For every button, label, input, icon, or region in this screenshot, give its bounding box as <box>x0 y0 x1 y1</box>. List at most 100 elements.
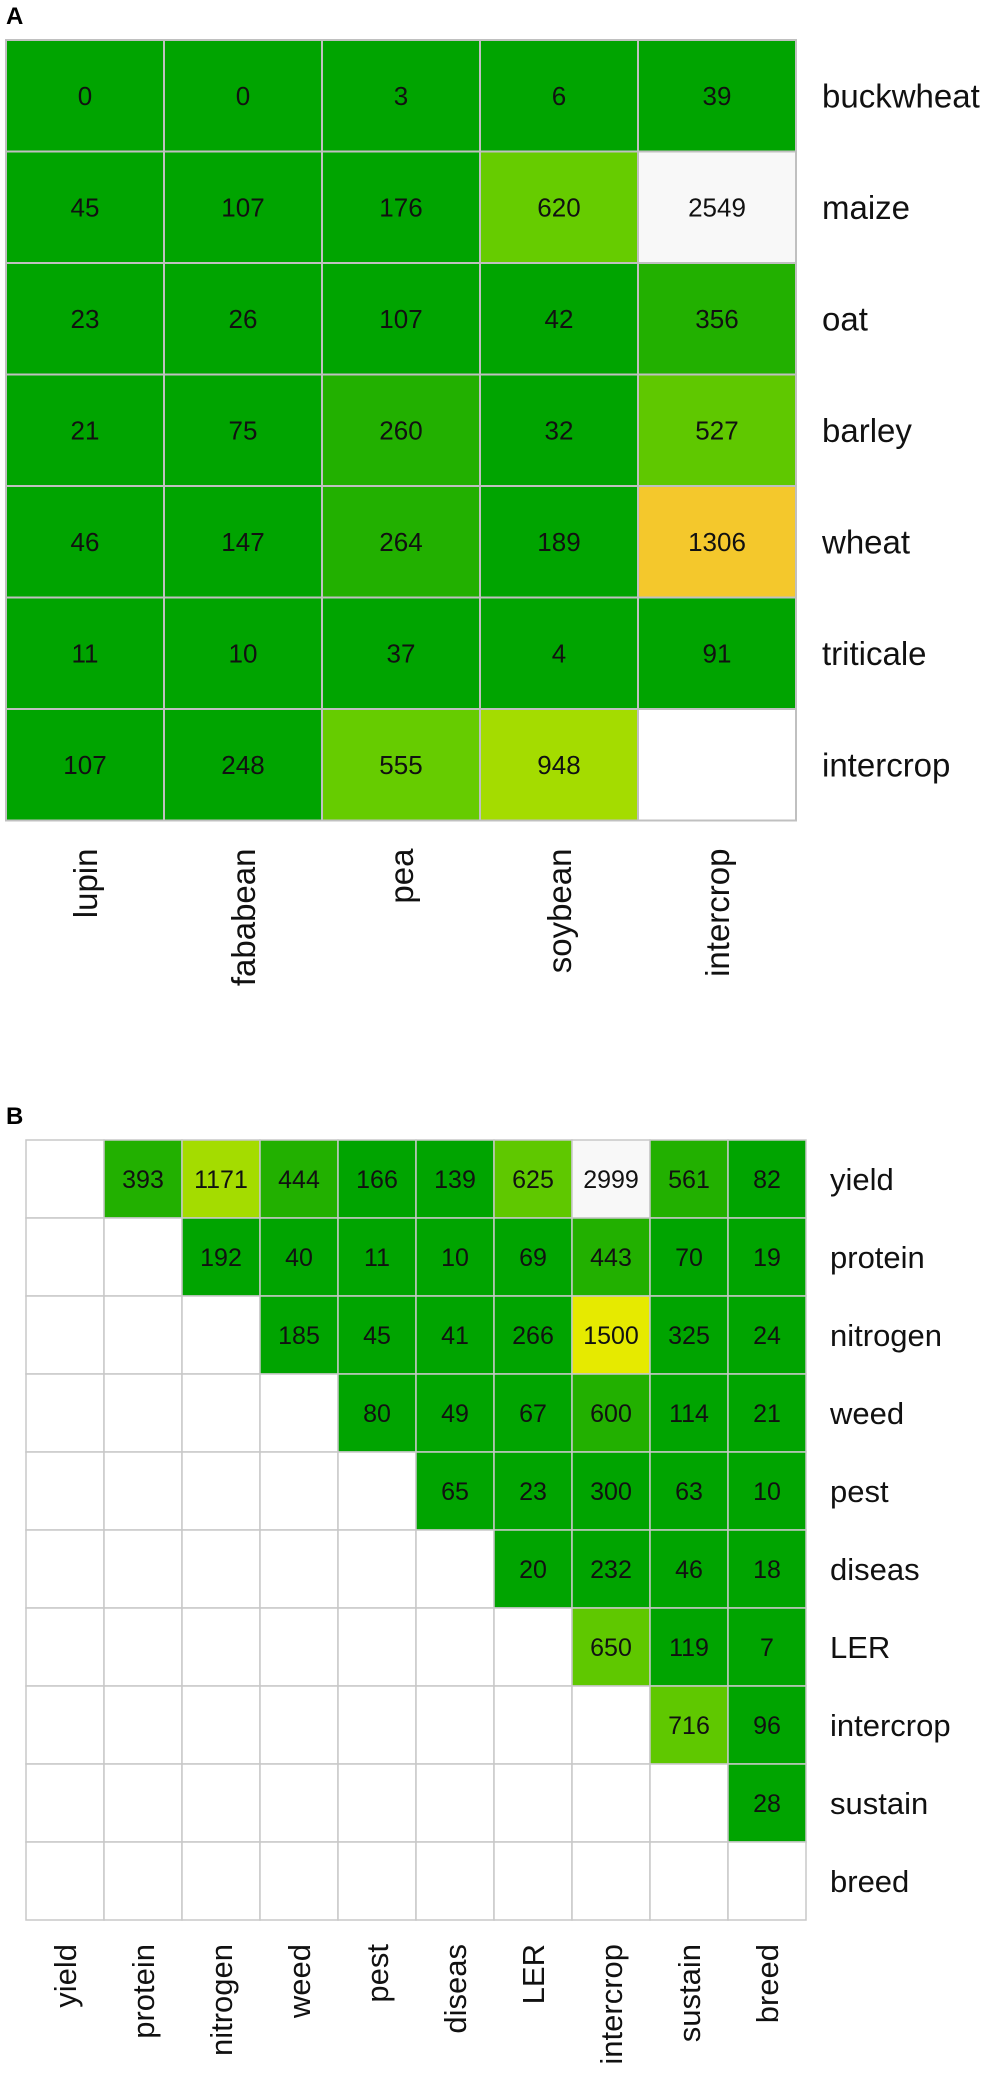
heatmap-cell <box>25 1373 105 1453</box>
cell-value: 716 <box>668 1712 710 1740</box>
cell-value: 107 <box>63 750 106 780</box>
cell-value: 147 <box>221 527 264 557</box>
heatmap-cell <box>103 1685 183 1765</box>
cell-value: 264 <box>379 527 422 557</box>
heatmap-cell <box>259 1763 339 1843</box>
heatmap-cell <box>649 1685 729 1765</box>
cell-value: 139 <box>434 1166 476 1194</box>
heatmap-cell <box>649 1529 729 1609</box>
column-label: protein <box>126 1944 161 2039</box>
column-label: nitrogen <box>204 1944 239 2056</box>
panel-b-label: B <box>6 1103 23 1130</box>
heatmap-cell <box>637 150 797 264</box>
heatmap-cell <box>337 1451 417 1531</box>
cell-value: 232 <box>590 1556 632 1584</box>
heatmap-cell <box>415 1139 495 1219</box>
row-label: yield <box>830 1162 894 1197</box>
heatmap-a: 0 0 3 6 39 45 107 176 620 2549 23 26 107 42 356 21 75 260… <box>5 39 980 986</box>
cell-value: 3 <box>394 81 408 111</box>
heatmap-cell <box>571 1295 651 1375</box>
cell-value: 119 <box>669 1634 709 1662</box>
cell-value: 10 <box>229 638 258 668</box>
heatmap-cell <box>25 1607 105 1687</box>
cell-value: 46 <box>675 1556 703 1584</box>
cell-value: 21 <box>71 415 100 445</box>
heatmap-cell <box>103 1373 183 1453</box>
heatmap-cell <box>321 150 481 264</box>
heatmap-cell <box>337 1763 417 1843</box>
heatmap-cell <box>103 1295 183 1375</box>
heatmap-cell <box>181 1295 261 1375</box>
cell-value: 40 <box>285 1244 313 1272</box>
cell-value: 39 <box>703 81 732 111</box>
cell-value: 189 <box>537 527 580 557</box>
cell-value: 91 <box>703 638 732 668</box>
heatmap-cell <box>637 485 797 599</box>
row-label: nitrogen <box>830 1318 942 1353</box>
cell-value: 625 <box>512 1166 554 1194</box>
row-label: triticale <box>822 635 927 672</box>
heatmap-cell <box>649 1217 729 1297</box>
cell-value: 356 <box>695 304 738 334</box>
heatmap-cell <box>259 1529 339 1609</box>
column-label: intercrop <box>594 1944 629 2065</box>
cell-value: 1171 <box>194 1166 248 1194</box>
cell-value: 393 <box>122 1166 164 1194</box>
heatmap-cell <box>25 1139 105 1219</box>
column-label: pest <box>360 1944 395 2003</box>
column-label: diseas <box>438 1944 473 2034</box>
cell-value: 45 <box>363 1322 391 1350</box>
heatmap-cell <box>649 1451 729 1531</box>
heatmap-cell <box>321 39 481 153</box>
heatmap-cell <box>103 1529 183 1609</box>
heatmap-cell <box>727 1451 807 1531</box>
cell-value: 561 <box>668 1166 710 1194</box>
column-label: pea <box>383 848 420 904</box>
heatmap-cell <box>337 1607 417 1687</box>
heatmap-cell <box>181 1373 261 1453</box>
heatmap-cell <box>727 1373 807 1453</box>
cell-value: 0 <box>78 81 92 111</box>
heatmap-cell <box>571 1685 651 1765</box>
heatmap-cell <box>5 373 165 487</box>
column-label: lupin <box>67 849 104 919</box>
heatmap-cell <box>181 1529 261 1609</box>
heatmap-cell <box>181 1841 261 1921</box>
cell-value: 10 <box>441 1244 469 1272</box>
heatmap-cell <box>259 1373 339 1453</box>
heatmap-cell <box>321 373 481 487</box>
cell-value: 4 <box>552 638 566 668</box>
column-label: sustain <box>672 1944 707 2042</box>
cell-value: 26 <box>229 304 258 334</box>
heatmap-cell <box>25 1451 105 1531</box>
heatmap-cell <box>181 1607 261 1687</box>
cell-value: 24 <box>753 1322 781 1350</box>
row-label: maize <box>822 189 910 226</box>
cell-value: 107 <box>221 192 264 222</box>
cell-value: 23 <box>519 1478 547 1506</box>
cell-value: 266 <box>512 1322 554 1350</box>
cell-value: 80 <box>363 1400 391 1428</box>
heatmap-cell <box>163 262 323 376</box>
cell-value: 650 <box>590 1634 632 1662</box>
heatmap-cell <box>25 1763 105 1843</box>
heatmap-cell <box>571 1607 651 1687</box>
cell-value: 75 <box>229 415 258 445</box>
heatmap-cell <box>493 1607 573 1687</box>
heatmap-cell <box>103 1451 183 1531</box>
heatmap-cell <box>415 1685 495 1765</box>
cell-value: 70 <box>675 1244 703 1272</box>
column-label: yield <box>48 1944 83 2008</box>
heatmap-cell <box>259 1841 339 1921</box>
row-label: weed <box>829 1396 904 1431</box>
heatmap-cell <box>727 1217 807 1297</box>
cell-value: 11 <box>364 1244 390 1272</box>
heatmap-cell <box>25 1295 105 1375</box>
heatmap-cell <box>25 1841 105 1921</box>
cell-value: 96 <box>753 1712 781 1740</box>
cell-value: 28 <box>753 1790 781 1818</box>
cell-value: 46 <box>71 527 100 557</box>
cell-value: 69 <box>519 1244 547 1272</box>
heatmap-cell <box>5 485 165 599</box>
